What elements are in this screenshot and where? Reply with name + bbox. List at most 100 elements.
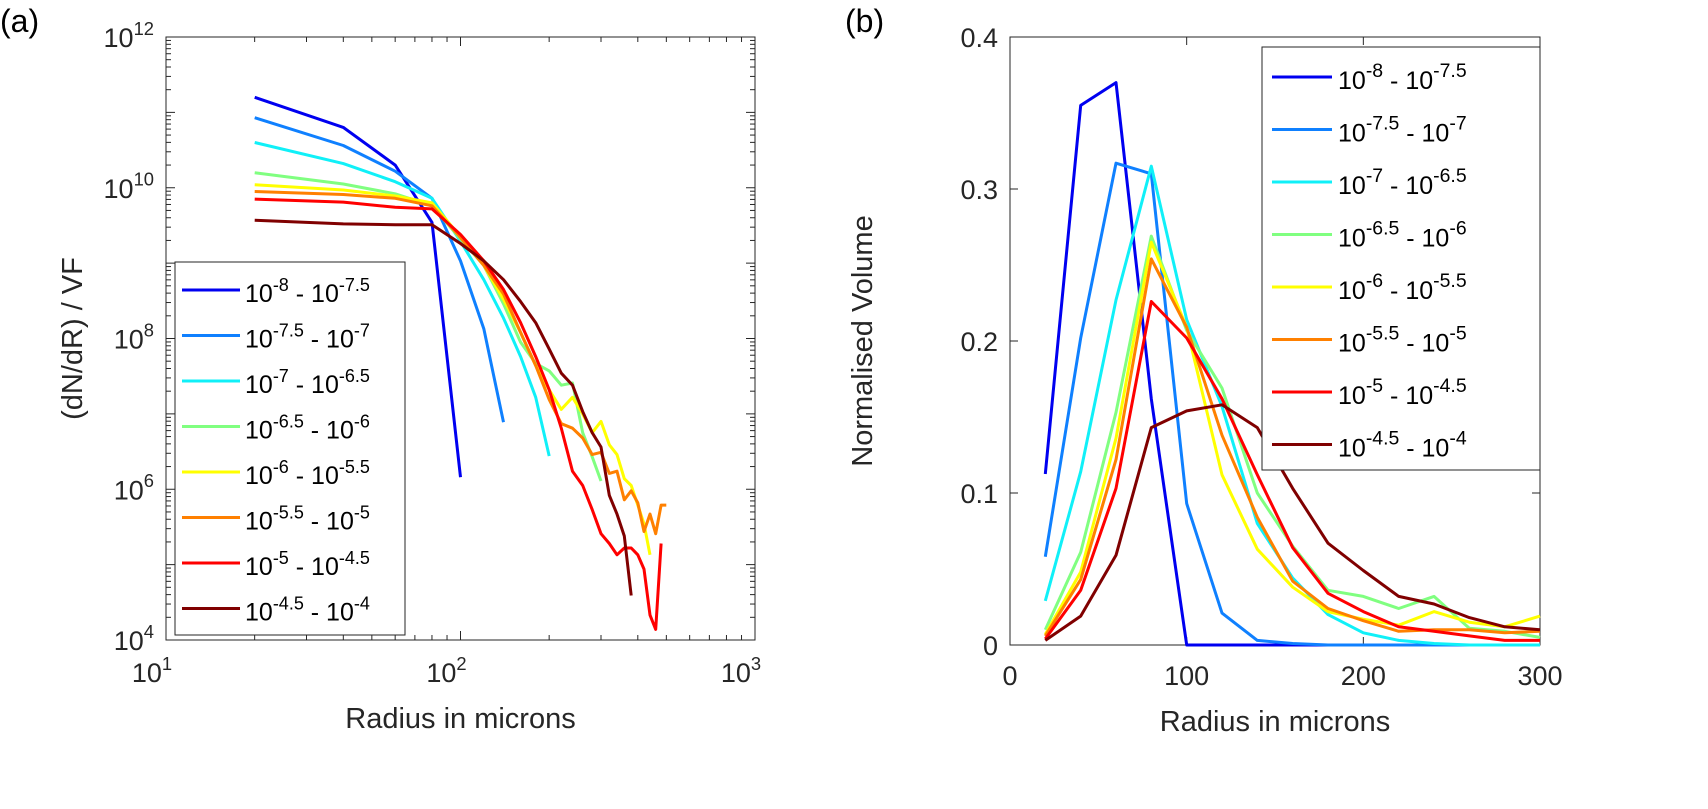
series-line-b-5 xyxy=(1043,240,1541,636)
legend-exponent: -4.5 xyxy=(339,548,370,568)
legend-exponent: -4.5 xyxy=(1433,375,1467,397)
y-tick-label: 104 xyxy=(114,621,154,656)
legend-box-b xyxy=(1261,46,1541,471)
series-line-a-3 xyxy=(254,141,551,457)
legend-base: 10 xyxy=(1338,172,1366,200)
x-tick-label: 101 xyxy=(132,653,172,688)
legend-base: 10 xyxy=(245,326,273,354)
legend-base: - 10 xyxy=(289,462,339,490)
legend-exponent: -5 xyxy=(1449,322,1466,344)
legend-base: - 10 xyxy=(1399,435,1449,463)
legend-entry: 10-5.5 - 10-5 xyxy=(1338,322,1467,357)
legend-box-a xyxy=(174,261,406,636)
legend-base: - 10 xyxy=(1399,225,1449,253)
legend-entry: 10-6 - 10-5.5 xyxy=(245,457,370,490)
legend-entry: 10-5 - 10-4.5 xyxy=(1338,375,1467,410)
y-tick-label: 0.1 xyxy=(960,479,998,509)
legend-exponent: -6.5 xyxy=(339,366,370,386)
legend-entry: 10-6.5 - 10-6 xyxy=(245,411,370,444)
legend-exponent: -6 xyxy=(1366,270,1383,292)
tick-exponent: 2 xyxy=(456,653,466,674)
legend-exponent: -7 xyxy=(1449,112,1466,134)
legend-entry: 10-7 - 10-6.5 xyxy=(1338,165,1467,200)
series-line-a-7 xyxy=(254,197,663,631)
legend-exponent: -5 xyxy=(354,502,370,522)
legend-exponent: -6.5 xyxy=(1433,165,1467,187)
tick-exponent: 8 xyxy=(144,319,154,340)
legend-exponent: -7.5 xyxy=(1366,112,1400,134)
legend-base: - 10 xyxy=(1383,172,1433,200)
tick-exponent: 1 xyxy=(162,653,172,674)
legend-entry: 10-5 - 10-4.5 xyxy=(245,548,370,581)
legend-base: - 10 xyxy=(1383,277,1433,305)
legend-exponent: -5 xyxy=(273,548,289,568)
legend-base: - 10 xyxy=(304,417,354,445)
y-tick-label: 0 xyxy=(983,631,998,661)
series-line-a-8 xyxy=(254,218,633,596)
x-axis-label-a: Radius in microns xyxy=(345,703,575,735)
legend-exponent: -7.5 xyxy=(1433,60,1467,82)
legend-exponent: -7 xyxy=(273,366,289,386)
legend-exponent: -6 xyxy=(273,457,289,477)
legend-exponent: -6.5 xyxy=(273,411,304,431)
legend-exponent: -5.5 xyxy=(1433,270,1467,292)
legend-exponent: -8 xyxy=(273,275,289,295)
x-axis-label-b: Radius in microns xyxy=(1160,706,1390,738)
legend-base: - 10 xyxy=(1399,120,1449,148)
legend-exponent: -5.5 xyxy=(273,502,304,522)
legend-exponent: -7.5 xyxy=(339,275,370,295)
legend-entry: 10-6.5 - 10-6 xyxy=(1338,217,1467,252)
legend-exponent: -8 xyxy=(1366,60,1383,82)
legend-exponent: -6.5 xyxy=(1366,217,1400,239)
x-tick-label: 300 xyxy=(1517,661,1562,691)
legend-entry: 10-6 - 10-5.5 xyxy=(1338,270,1467,305)
legend-base: 10 xyxy=(1338,382,1366,410)
x-tick-label: 102 xyxy=(426,653,466,688)
series-line-b-6 xyxy=(1044,257,1541,637)
legend-base: 10 xyxy=(245,553,273,581)
legend-base: 10 xyxy=(1338,67,1366,95)
legend-base: 10 xyxy=(1338,435,1366,463)
tick-base: 10 xyxy=(114,626,144,656)
series-line-b-7 xyxy=(1044,300,1540,642)
legend-exponent: -7 xyxy=(354,320,370,340)
legend-base: - 10 xyxy=(304,326,354,354)
y-tick-label: 0.3 xyxy=(960,175,998,205)
legend-entry: 10-8 - 10-7.5 xyxy=(1338,60,1467,95)
x-tick-label: 100 xyxy=(1164,661,1209,691)
legend-exponent: -6 xyxy=(1449,217,1466,239)
legend-exponent: -7 xyxy=(1366,165,1383,187)
legend-entry: 10-8 - 10-7.5 xyxy=(245,275,370,308)
legend-base: - 10 xyxy=(289,280,339,308)
legend-base: - 10 xyxy=(304,508,354,536)
legend-base: - 10 xyxy=(304,599,354,627)
y-tick-label: 1010 xyxy=(104,169,154,204)
y-tick-label: 108 xyxy=(114,319,154,354)
legend-a: 10-8 - 10-7.510-7.5 - 10-710-7 - 10-6.51… xyxy=(174,261,406,636)
series-line-a-1 xyxy=(254,95,462,478)
y-axis-label-b: Normalised Volume xyxy=(847,215,879,466)
legend-exponent: -4.5 xyxy=(273,593,304,613)
legend-exponent: -4.5 xyxy=(1366,427,1400,449)
legend-exponent: -5 xyxy=(1366,375,1383,397)
legend-base: 10 xyxy=(1338,120,1366,148)
tick-base: 10 xyxy=(104,174,134,204)
x-tick-label: 200 xyxy=(1341,661,1386,691)
y-axis-label-a: (dN/dR) / VF xyxy=(57,257,89,420)
tick-exponent: 10 xyxy=(134,169,154,190)
legend-base: 10 xyxy=(245,417,273,445)
legend-base: 10 xyxy=(245,280,273,308)
panel-label-b: (b) xyxy=(845,3,884,39)
legend-base: 10 xyxy=(1338,225,1366,253)
series-line-a-6 xyxy=(254,190,667,536)
legend-base: - 10 xyxy=(1383,382,1433,410)
tick-base: 10 xyxy=(132,658,162,688)
legend-base: 10 xyxy=(245,508,273,536)
legend-base: 10 xyxy=(245,599,273,627)
legend-base: 10 xyxy=(245,371,273,399)
legend-exponent: -6 xyxy=(354,411,370,431)
series-line-b-3 xyxy=(1043,164,1540,647)
y-tick-label: 106 xyxy=(114,470,154,505)
